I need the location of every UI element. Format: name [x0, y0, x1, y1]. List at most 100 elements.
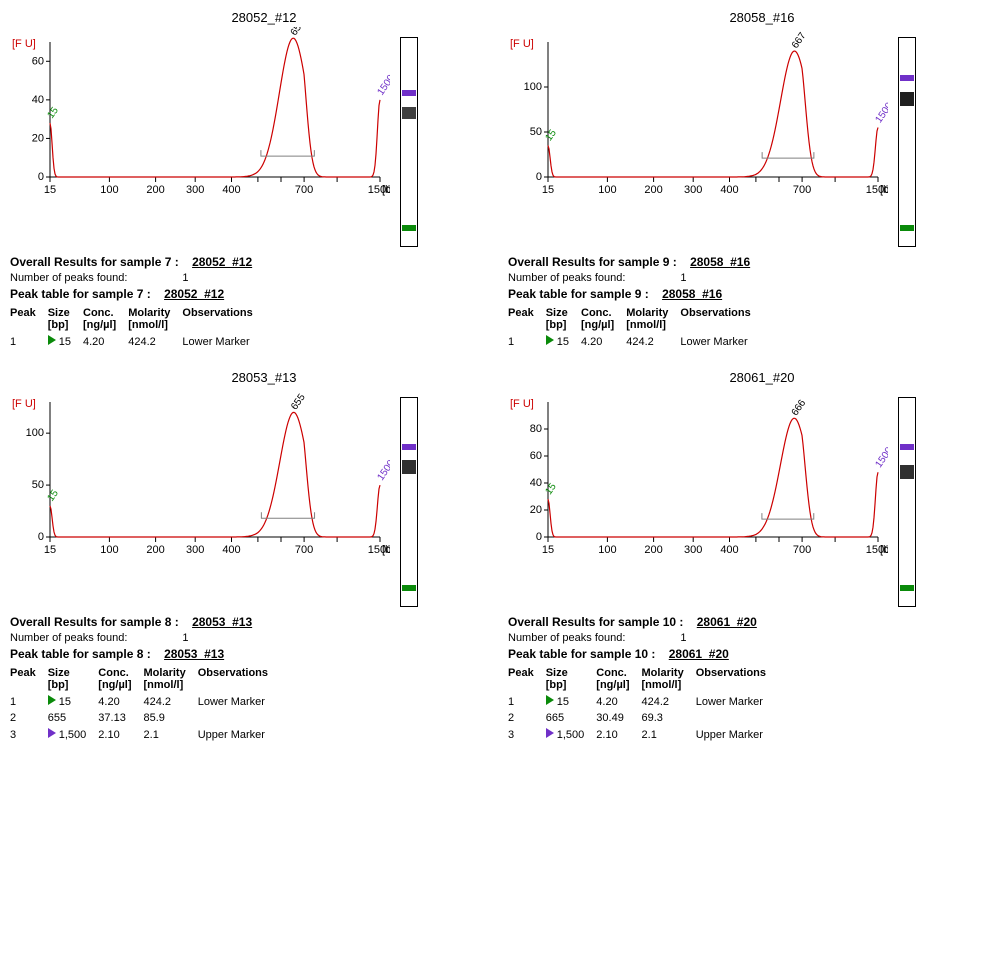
y-tick-label: 20 — [530, 504, 542, 516]
peaks-found-line: Number of peaks found: 1 — [10, 632, 478, 644]
table-header: Peak — [10, 665, 48, 693]
cell-molarity: 424.2 — [128, 333, 182, 350]
lower-marker-icon — [48, 335, 56, 345]
sample-panel: 28052_#12 [F U]0204060151002003004007001… — [10, 10, 478, 350]
gel-band — [402, 444, 416, 450]
cell-obs — [696, 710, 778, 726]
table-header: Conc.[ng/µl] — [581, 305, 626, 333]
table-header: Molarity[nmol/l] — [642, 665, 696, 693]
peak-table: PeakSize[bp]Conc.[ng/µl]Molarity[nmol/l]… — [508, 665, 778, 743]
cell-size: 15 — [48, 693, 99, 710]
y-tick-label: 0 — [38, 171, 44, 183]
peaks-found-line: Number of peaks found: 1 — [10, 272, 478, 284]
gel-band — [402, 107, 416, 119]
trace-line — [548, 51, 878, 177]
upper-marker-label: 1500 — [873, 445, 888, 470]
chart-title: 28058_#16 — [548, 10, 976, 25]
results-block: Overall Results for sample 8 : 28053_#13… — [10, 615, 478, 743]
peak-table-line: Peak table for sample 10 : 28061_#20 — [508, 647, 976, 661]
table-header: Molarity[nmol/l] — [144, 665, 198, 693]
cell-conc: 4.20 — [83, 333, 128, 350]
cell-conc: 2.10 — [596, 726, 641, 743]
table-header: Molarity[nmol/l] — [128, 305, 182, 333]
x-tick-label: 100 — [598, 184, 616, 196]
gel-band — [402, 460, 416, 474]
x-tick-label: 15 — [44, 544, 56, 556]
trace-line — [50, 38, 380, 177]
table-row: 3 1,5002.102.1Upper Marker — [508, 726, 778, 743]
main-peak-label: 666 — [790, 398, 809, 418]
gel-band — [900, 585, 914, 591]
table-header: Observations — [182, 305, 264, 333]
x-tick-label: 400 — [222, 544, 240, 556]
cell-peak: 3 — [508, 726, 546, 743]
cell-size: 665 — [546, 710, 597, 726]
chart-title: 28053_#13 — [50, 370, 478, 385]
cell-molarity: 424.2 — [642, 693, 696, 710]
gel-lane — [898, 397, 916, 607]
peak-table-line: Peak table for sample 9 : 28058_#16 — [508, 287, 976, 301]
trace-line — [50, 412, 380, 537]
lower-marker-icon — [546, 335, 554, 345]
table-header: Size[bp] — [48, 665, 99, 693]
lower-marker-icon — [48, 695, 56, 705]
table-header: Observations — [696, 665, 778, 693]
cell-size: 15 — [546, 333, 581, 350]
y-tick-label: 0 — [38, 531, 44, 543]
x-tick-label: 700 — [793, 184, 811, 196]
peak-table-line: Peak table for sample 7 : 28052_#12 — [10, 287, 478, 301]
cell-conc: 2.10 — [98, 726, 143, 743]
y-tick-label: 0 — [536, 171, 542, 183]
panel-grid: 28052_#12 [F U]0204060151002003004007001… — [10, 10, 976, 743]
gel-band — [900, 92, 914, 106]
lower-marker-label: 15 — [45, 105, 61, 121]
x-tick-label: 200 — [644, 544, 662, 556]
y-tick-label: 50 — [530, 126, 542, 138]
sample-panel: 28061_#20 [F U]0204060801510020030040070… — [508, 370, 976, 743]
upper-marker-label: 1500 — [375, 73, 390, 98]
cell-obs: Lower Marker — [696, 693, 778, 710]
x-tick-label: 200 — [146, 544, 164, 556]
lower-marker-label: 15 — [543, 127, 559, 143]
cell-peak: 1 — [508, 333, 546, 350]
table-header: Conc.[ng/µl] — [83, 305, 128, 333]
table-header: Peak — [10, 305, 48, 333]
y-tick-label: 100 — [524, 81, 542, 93]
x-tick-label: 15 — [542, 544, 554, 556]
x-axis-label: [bp] — [382, 184, 390, 196]
y-tick-label: 20 — [32, 132, 44, 144]
cell-molarity: 69.3 — [642, 710, 696, 726]
y-tick-label: 0 — [536, 531, 542, 543]
gel-band — [402, 225, 416, 231]
peak-table-line: Peak table for sample 8 : 28053_#13 — [10, 647, 478, 661]
lower-marker-label: 15 — [543, 481, 559, 497]
gel-band — [900, 225, 914, 231]
cell-size: 15 — [48, 333, 83, 350]
electropherogram-chart: [F U]0204060151002003004007001500[bp]156… — [10, 27, 390, 202]
table-row: 1 154.20424.2Lower Marker — [10, 693, 280, 710]
trace-line — [548, 418, 878, 537]
cell-obs: Upper Marker — [696, 726, 778, 743]
x-tick-label: 300 — [186, 544, 204, 556]
gel-band — [402, 90, 416, 96]
x-tick-label: 300 — [186, 184, 204, 196]
table-row: 3 1,5002.102.1Upper Marker — [10, 726, 280, 743]
table-row: 1 154.20424.2Lower Marker — [10, 333, 265, 350]
cell-obs — [198, 710, 280, 726]
x-tick-label: 100 — [598, 544, 616, 556]
cell-obs: Upper Marker — [198, 726, 280, 743]
x-axis-label: [bp] — [382, 544, 390, 556]
cell-peak: 1 — [10, 693, 48, 710]
results-block: Overall Results for sample 9 : 28058_#16… — [508, 255, 976, 350]
x-tick-label: 300 — [684, 544, 702, 556]
x-tick-label: 400 — [720, 184, 738, 196]
cell-peak: 2 — [10, 710, 48, 726]
x-tick-label: 300 — [684, 184, 702, 196]
y-axis-label: [F U] — [510, 38, 534, 50]
gel-lane — [400, 37, 418, 247]
x-tick-label: 700 — [295, 184, 313, 196]
table-header: Molarity[nmol/l] — [626, 305, 680, 333]
x-tick-label: 100 — [100, 184, 118, 196]
chart-title: 28061_#20 — [548, 370, 976, 385]
upper-marker-icon — [546, 728, 554, 738]
